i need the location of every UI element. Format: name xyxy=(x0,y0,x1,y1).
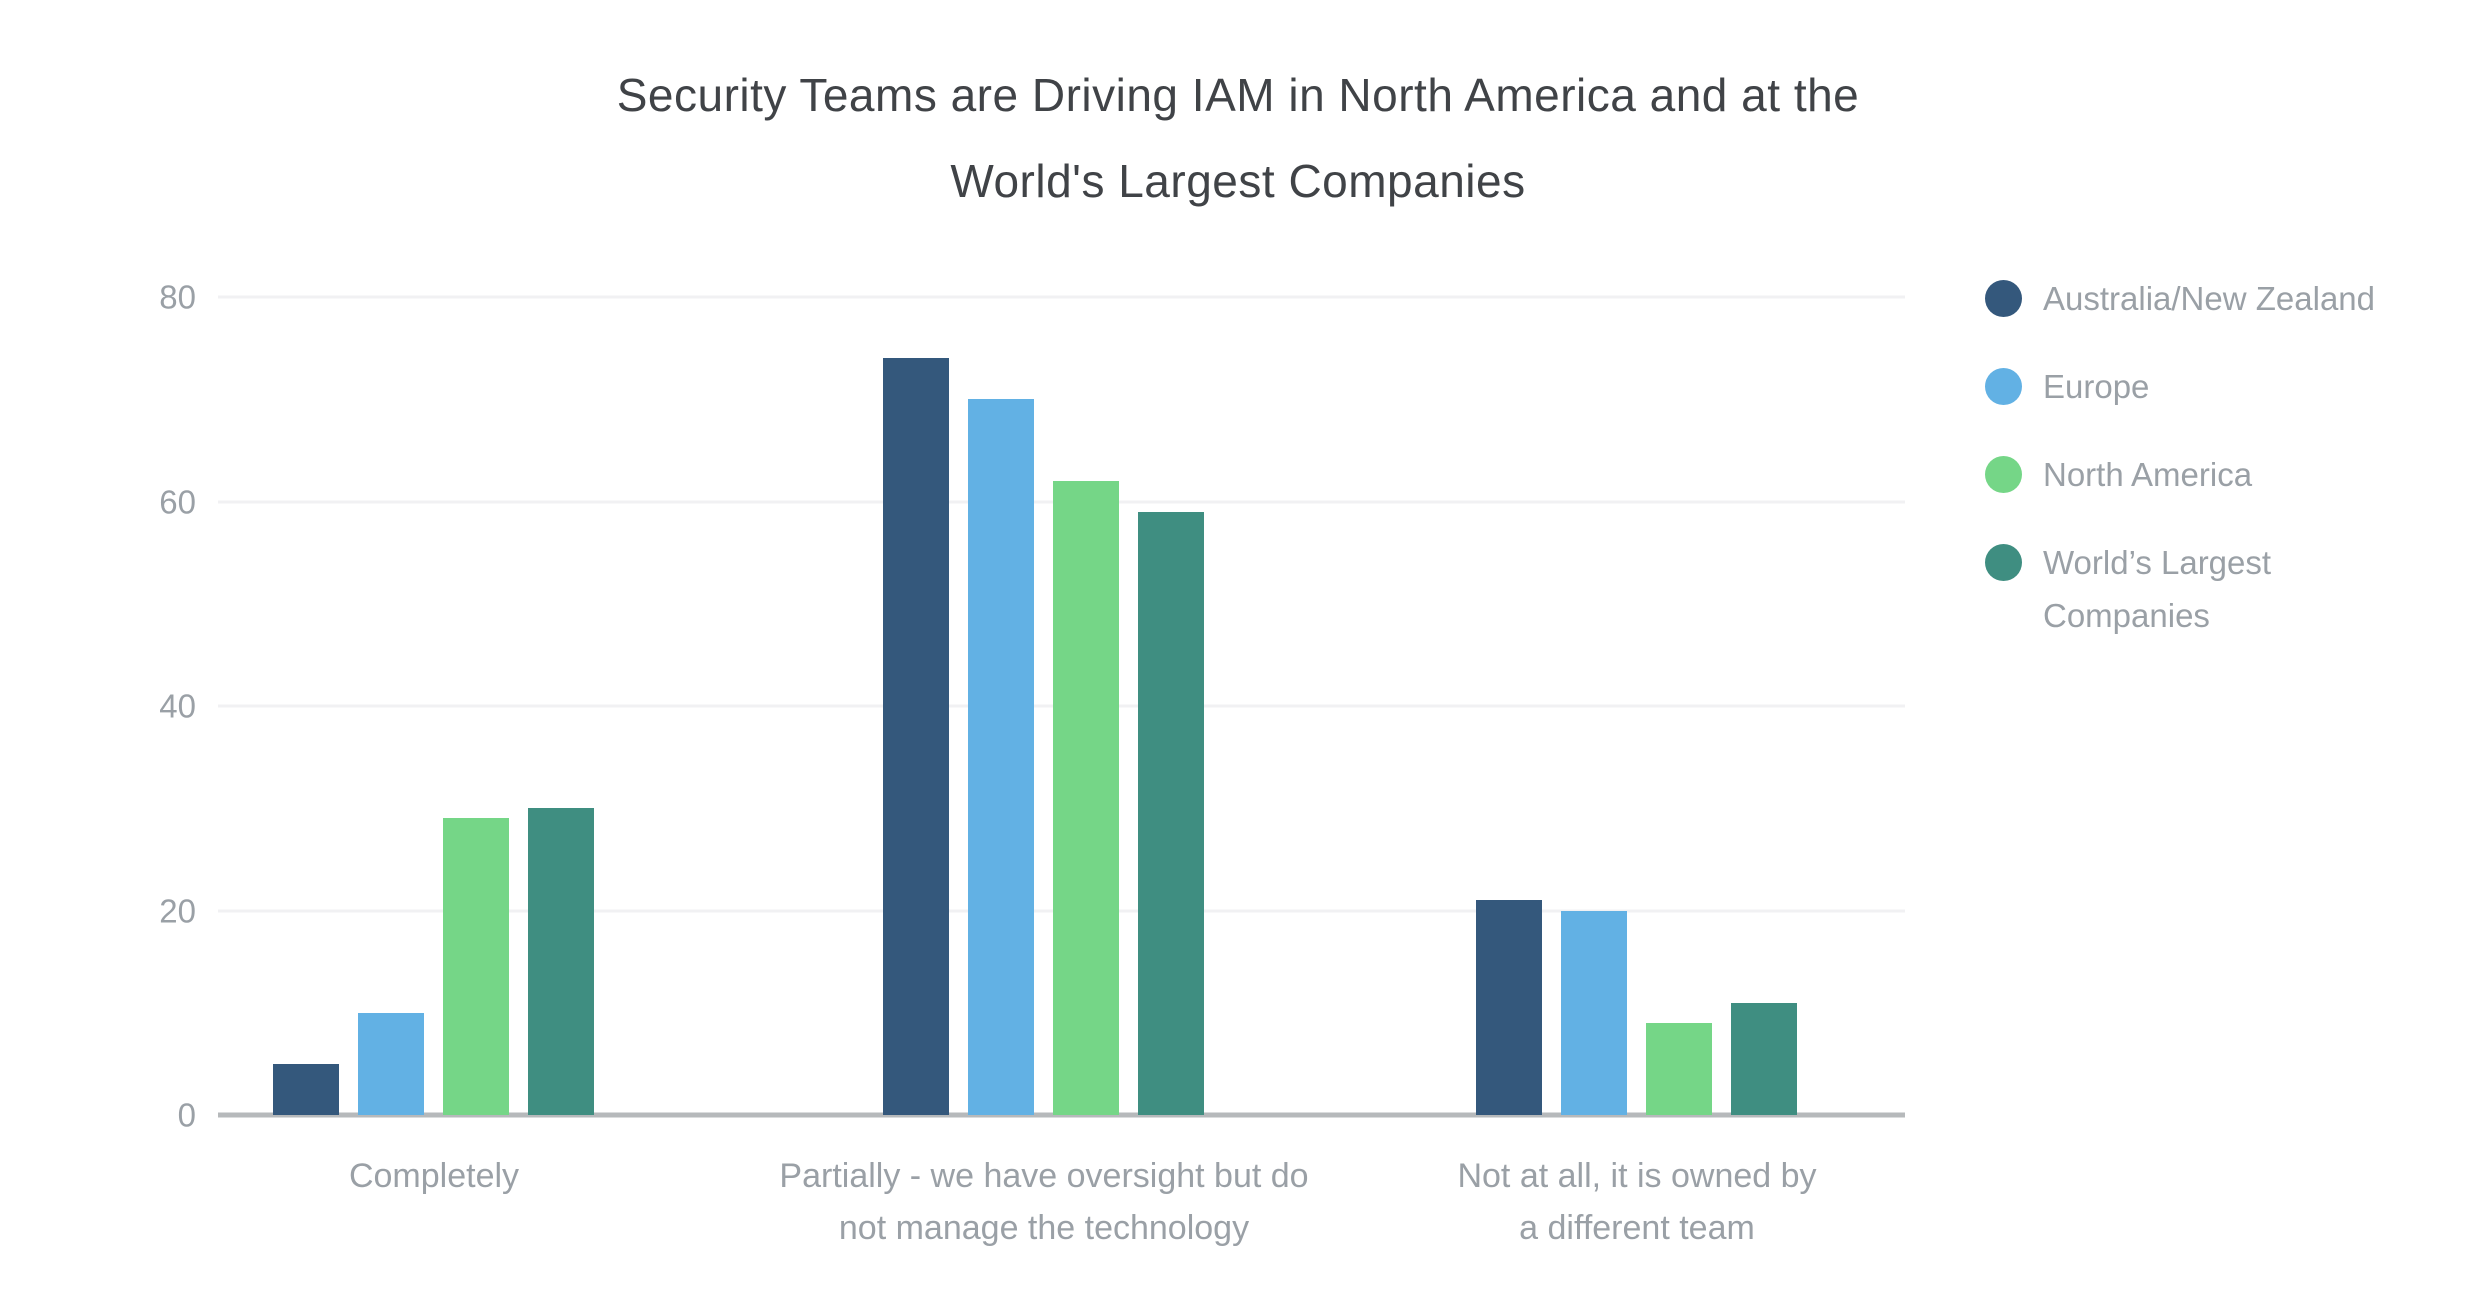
y-tick-label-0: 0 xyxy=(177,1096,196,1134)
chart-title-line-2: World's Largest Companies xyxy=(950,155,1526,207)
legend-marker-icon xyxy=(1985,368,2022,405)
category-label-1: Completely xyxy=(349,1150,519,1202)
y-tick-label-20: 20 xyxy=(159,892,196,929)
bar-group-1 xyxy=(273,297,594,1115)
category-label-2: Partially - we have oversight but do not … xyxy=(779,1150,1308,1254)
category-label-line: Completely xyxy=(348,1157,520,1195)
bar-europe-2[interactable] xyxy=(968,399,1034,1115)
legend-marker-icon xyxy=(1985,544,2022,581)
legend-item-australia-new-zealand[interactable]: Australia/New Zealand xyxy=(1985,272,2455,325)
bar-group-2 xyxy=(883,297,1204,1115)
legend-label: Australia/New Zealand xyxy=(2043,280,2375,317)
bar-world-s-largest-companies-1[interactable] xyxy=(528,808,594,1115)
category-label-line: Not at all, it is owned by xyxy=(1457,1157,1817,1195)
legend-item-world-s-largest-companies[interactable]: World’s Largest Companies xyxy=(1985,536,2455,642)
bar-north-america-3[interactable] xyxy=(1646,1022,1712,1115)
bar-europe-1[interactable] xyxy=(358,1012,424,1115)
y-tick-label-60: 60 xyxy=(159,483,196,520)
legend-label: Europe xyxy=(2043,368,2150,405)
bar-north-america-1[interactable] xyxy=(443,818,509,1115)
legend-label: World’s Largest Companies xyxy=(2043,544,2272,634)
legend-marker-icon xyxy=(1985,456,2022,493)
bar-world-s-largest-companies-3[interactable] xyxy=(1731,1002,1797,1115)
category-label-line: a different team xyxy=(1519,1209,1755,1247)
bar-europe-3[interactable] xyxy=(1561,910,1627,1115)
bar-north-america-2[interactable] xyxy=(1053,481,1119,1115)
chart-title-line-1: Security Teams are Driving IAM in North … xyxy=(616,69,1860,121)
category-label-line: Partially - we have oversight but do xyxy=(779,1157,1309,1195)
plot-area xyxy=(218,295,1905,1118)
category-label-3: Not at all, it is owned by a different te… xyxy=(1457,1150,1816,1254)
bar-world-s-largest-companies-2[interactable] xyxy=(1138,511,1204,1115)
legend: Australia/New Zealand Europe North America… xyxy=(1985,272,2455,677)
bar-australia-new-zealand-2[interactable] xyxy=(883,358,949,1115)
x-axis-line xyxy=(218,1112,1905,1118)
bar-group-3 xyxy=(1476,297,1797,1115)
gridline-80 xyxy=(218,295,1905,299)
bar-australia-new-zealand-1[interactable] xyxy=(273,1063,339,1115)
y-tick-label-40: 40 xyxy=(159,687,196,725)
legend-label: North America xyxy=(2043,456,2253,493)
category-label-line: not manage the technology xyxy=(838,1209,1250,1247)
legend-item-europe[interactable]: Europe xyxy=(1985,360,2455,413)
chart-title: Security Teams are Driving IAM in North … xyxy=(0,52,2476,224)
legend-marker-icon xyxy=(1985,280,2022,317)
bar-australia-new-zealand-3[interactable] xyxy=(1476,900,1542,1115)
legend-item-north-america[interactable]: North America xyxy=(1985,448,2455,501)
y-tick-label-80: 80 xyxy=(159,278,196,316)
